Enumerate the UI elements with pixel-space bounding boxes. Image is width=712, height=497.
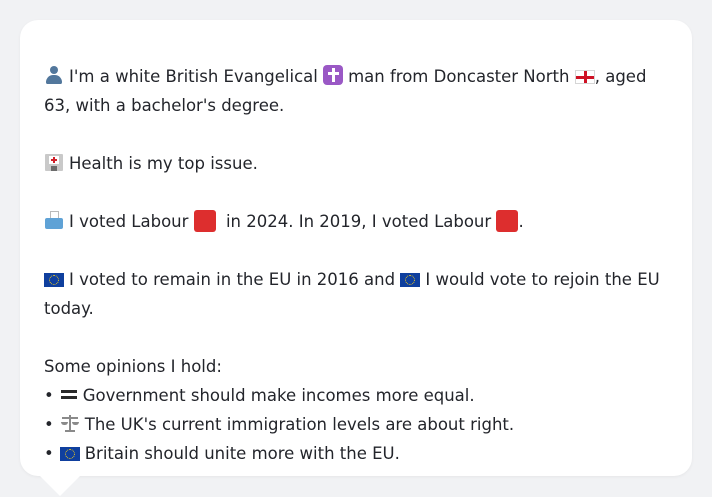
hospital-icon xyxy=(44,152,64,172)
identity-text-3: , aged 63, with a bachelor's degree. xyxy=(44,67,647,115)
identity-text-2: man from Doncaster North xyxy=(348,67,570,86)
top-issue-statement: Health is my top issue. xyxy=(44,149,668,178)
labour-red-square-icon xyxy=(496,210,519,232)
persona-card: I'm a white British Evangelical man from… xyxy=(20,20,692,476)
ballot-box-icon xyxy=(44,210,64,230)
list-item: • Britain should unite more with the EU. xyxy=(44,439,668,468)
opinion-text: The UK's current immigration levels are … xyxy=(84,415,515,434)
vote-text-3: . xyxy=(518,212,524,231)
heavy-equals-icon xyxy=(60,388,78,402)
bullet: • xyxy=(44,386,54,405)
vote-text-2: in 2024. In 2019, I voted Labour xyxy=(225,212,492,231)
eu-flag-icon xyxy=(400,273,421,287)
bullet: • xyxy=(44,415,54,434)
list-item: • Government should make incomes more equ… xyxy=(44,381,668,410)
identity-text-1: I'm a white British Evangelical xyxy=(69,67,318,86)
person-icon xyxy=(44,65,64,85)
opinions-list: • Government should make incomes more equ… xyxy=(44,381,668,468)
opinions-heading: Some opinions I hold: xyxy=(44,357,222,376)
eu-statement: I voted to remain in the EU in 2016 and … xyxy=(44,265,668,323)
england-flag-icon xyxy=(574,70,595,84)
top-issue-text: Health is my top issue. xyxy=(69,154,258,173)
eu-flag-icon xyxy=(44,273,64,287)
vote-statement: I voted Labour in 2024. In 2019, I voted… xyxy=(44,207,668,236)
opinion-text: Government should make incomes more equa… xyxy=(82,386,475,405)
opinion-text: Britain should unite more with the EU. xyxy=(84,444,400,463)
identity-statement: I'm a white British Evangelical man from… xyxy=(44,62,668,120)
scales-icon xyxy=(60,413,80,433)
bullet: • xyxy=(44,444,54,463)
eu-text-1: I voted to remain in the EU in 2016 and xyxy=(69,270,396,289)
speech-bubble-tail xyxy=(40,476,80,496)
list-item: • The UK's current immigration levels are… xyxy=(44,410,668,439)
eu-text-2: I would vote to rejoin the EU today. xyxy=(44,270,660,318)
labour-red-square-icon xyxy=(193,210,216,232)
vote-text-1: I voted Labour xyxy=(69,212,189,231)
eu-flag-icon xyxy=(59,447,80,461)
latin-cross-icon xyxy=(323,65,344,85)
